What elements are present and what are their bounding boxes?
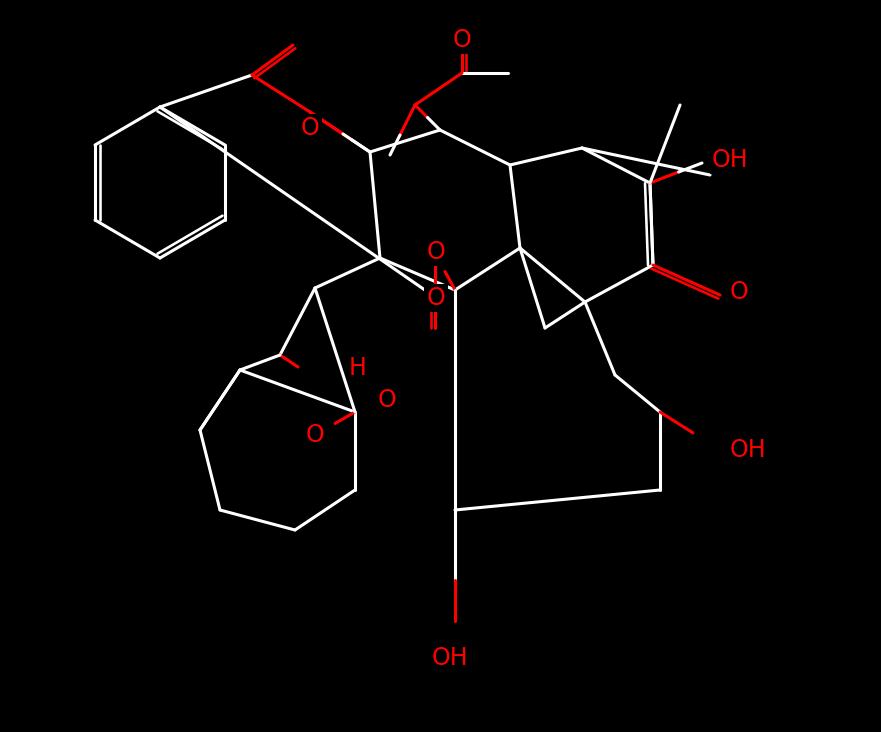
Text: O: O: [306, 423, 324, 447]
Text: O: O: [426, 240, 446, 264]
Text: O: O: [453, 28, 471, 52]
Text: H: H: [349, 356, 367, 380]
Text: O: O: [378, 388, 396, 412]
Text: O: O: [300, 116, 320, 140]
Text: OH: OH: [730, 438, 766, 462]
Text: OH: OH: [712, 148, 749, 172]
Text: OH: OH: [432, 646, 469, 670]
Text: O: O: [730, 280, 749, 304]
Text: O: O: [426, 286, 446, 310]
